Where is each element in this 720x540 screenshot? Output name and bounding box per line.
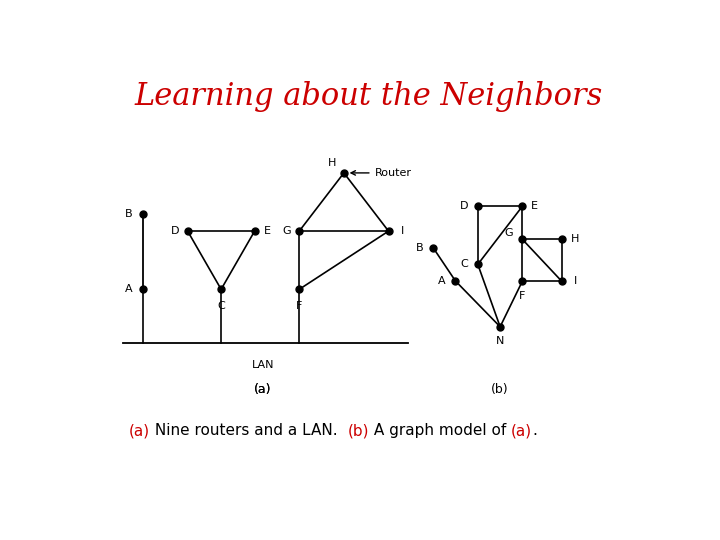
Text: A: A <box>125 285 133 294</box>
Text: (b): (b) <box>491 383 509 396</box>
Text: B: B <box>125 210 133 219</box>
Text: H: H <box>328 158 336 167</box>
Text: D: D <box>459 201 468 211</box>
Text: Learning about the Neighbors: Learning about the Neighbors <box>135 82 603 112</box>
Text: E: E <box>531 201 539 211</box>
Text: Nine routers and a LAN.: Nine routers and a LAN. <box>150 423 348 438</box>
Text: (a): (a) <box>511 423 532 438</box>
Text: H: H <box>571 234 580 245</box>
Text: G: G <box>283 226 292 236</box>
Text: G: G <box>504 228 513 238</box>
Text: (b): (b) <box>348 423 369 438</box>
Text: F: F <box>296 301 302 311</box>
Text: E: E <box>264 226 271 236</box>
Text: N: N <box>496 336 504 346</box>
Text: B: B <box>415 243 423 253</box>
Text: Router: Router <box>351 168 412 178</box>
Text: I: I <box>574 276 577 286</box>
Text: (a): (a) <box>254 383 271 396</box>
Text: I: I <box>401 226 404 236</box>
Text: .: . <box>532 423 537 438</box>
Text: A graph model of: A graph model of <box>369 423 511 438</box>
Text: C: C <box>460 259 468 269</box>
Text: D: D <box>171 226 179 236</box>
Text: A: A <box>438 276 446 286</box>
Text: (a): (a) <box>254 383 271 396</box>
Text: LAN: LAN <box>252 360 274 370</box>
Text: (a): (a) <box>129 423 150 438</box>
Text: C: C <box>217 301 225 311</box>
Text: F: F <box>519 291 526 301</box>
